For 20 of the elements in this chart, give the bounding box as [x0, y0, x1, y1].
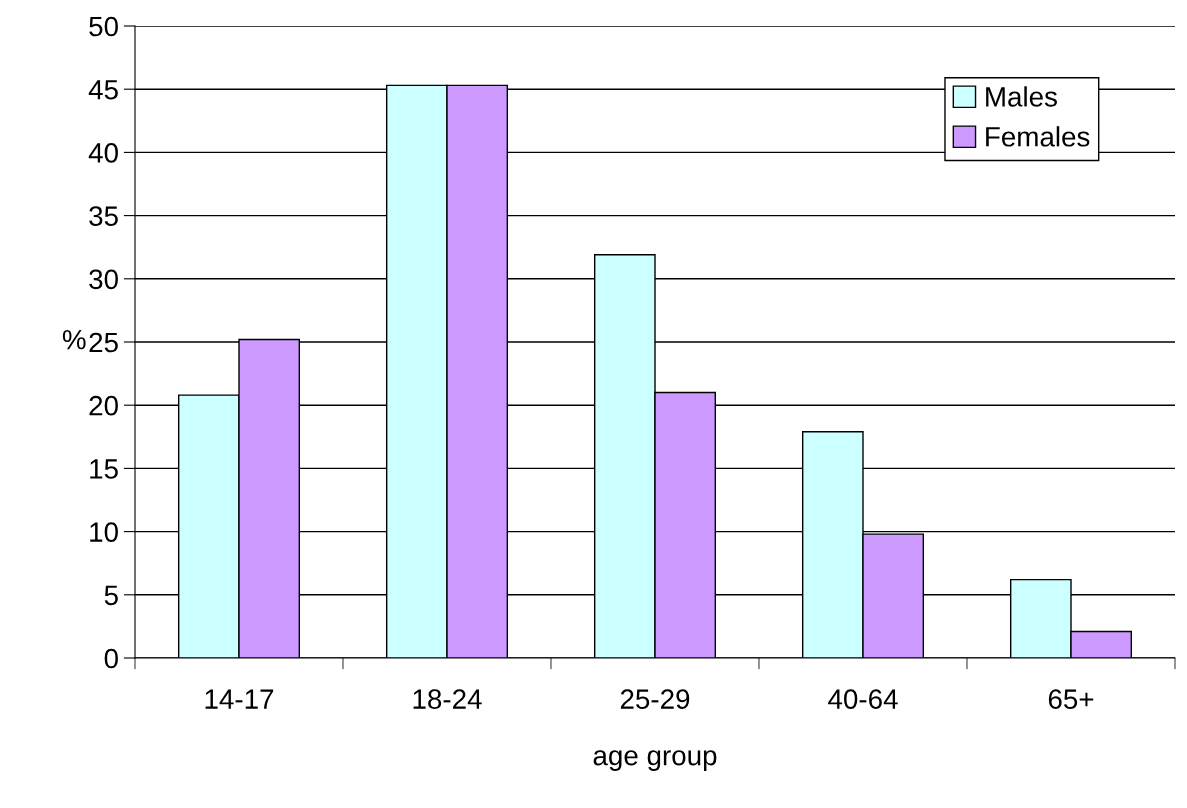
y-tick-label: 50 [89, 16, 118, 37]
x-tick-label: 14-17 [205, 689, 274, 709]
x-tick-label: 65+ [1048, 689, 1094, 709]
y-tick-label: 5 [104, 585, 118, 606]
y-tick-label: 15 [90, 459, 118, 479]
x-tick-label: 25-29 [620, 689, 690, 709]
legend-label: Females [986, 126, 1090, 147]
y-tick-label: 25 [89, 332, 118, 353]
x-tick-label: 18-24 [413, 689, 482, 709]
y-tick-label: 45 [88, 80, 118, 100]
y-tick-label: 30 [89, 269, 118, 290]
y-tick-label: 20 [89, 395, 118, 416]
x-axis-title: age group [593, 750, 717, 771]
legend-label: Males [986, 86, 1057, 107]
y-tick-label: 0 [104, 648, 118, 669]
y-tick-label: 10 [90, 522, 118, 542]
y-tick-label: 35 [89, 206, 118, 226]
y-tick-label: 40 [88, 143, 118, 163]
x-tick-label: 40-64 [828, 689, 898, 709]
y-axis-title: % [62, 329, 86, 350]
